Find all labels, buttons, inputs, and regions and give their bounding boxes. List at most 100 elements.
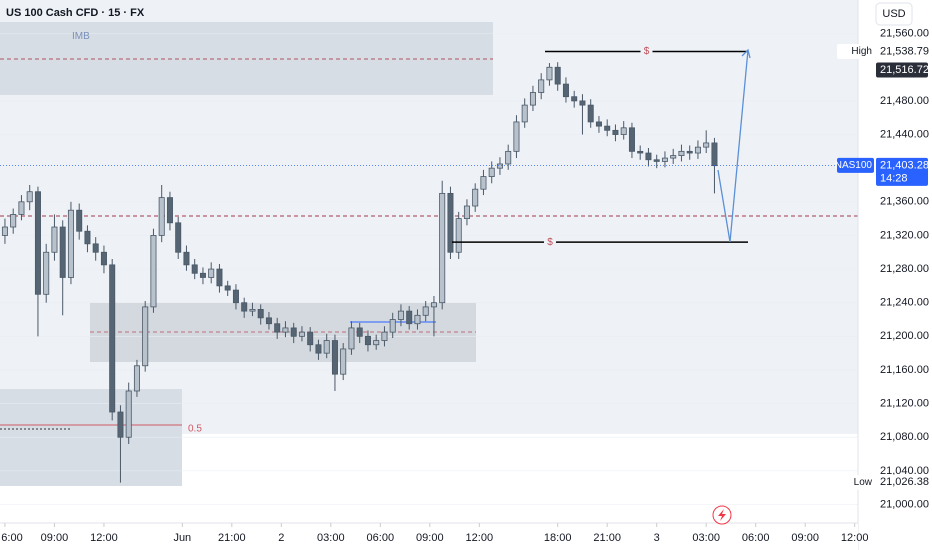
candle-body [241,302,248,312]
price-marker-label: 21,538.79 [880,45,929,57]
candle-body [439,192,446,304]
candle-body [191,264,198,274]
candle-body [571,96,578,102]
candle-body [59,226,66,278]
candle-body [587,104,594,123]
x-tick-label: 21:00 [593,532,621,544]
liquidity-label: $ [547,237,553,248]
annotation: 0.5 [188,423,202,434]
candle-body [348,327,355,350]
x-tick-label: 03:00 [317,532,345,544]
candle-body [274,323,281,333]
x-tick-label: 06:00 [742,532,770,544]
marker-name-bg [837,474,874,490]
candle-body [414,314,421,325]
candle-body [26,191,33,203]
candle-body [488,167,495,177]
x-tick-label: Jun [173,532,191,544]
candle-body [43,251,50,295]
candle-body [579,100,586,106]
candle-body [100,251,107,266]
candle-body [562,83,569,98]
y-tick-label: 21,000.00 [880,498,929,510]
price-marker [876,474,928,490]
candle-body [331,340,338,375]
candle-body [158,197,165,236]
x-tick-label: 09:00 [416,532,444,544]
price-marker [876,43,928,59]
candle-body [67,209,74,278]
candle-body [175,222,182,253]
price-axis [858,0,932,550]
x-tick-label: 09:00 [41,532,69,544]
candle-body [620,127,627,135]
candles [1,62,718,483]
y-tick-label: 21,360.00 [880,196,929,208]
y-tick-label: 21,200.00 [880,330,929,342]
candle-body [628,127,635,152]
marker-name-bg [837,43,874,59]
y-tick-label: 21,480.00 [880,95,929,107]
x-tick-label: 12:00 [90,532,118,544]
marker-name-bg [837,157,874,173]
x-tick-label: 03:00 [692,532,720,544]
annotation: IMB [72,31,90,42]
candle-body [554,66,561,85]
candle-body [340,348,347,375]
candle-body [183,251,190,266]
candle-body [166,197,173,224]
candle-body [637,150,644,154]
candle-body [290,327,297,337]
candle-body [595,121,602,127]
candle-body [199,272,206,278]
liquidity-label: $ [644,46,650,57]
candle-body [661,157,668,162]
candle-body [356,327,363,337]
candle-body [430,302,437,308]
candle-body [216,268,223,287]
candle-body [496,163,503,169]
countdown: 14:28 [880,172,908,184]
marker-name: High [851,46,872,57]
candle-body [125,390,132,438]
candle-body [447,192,454,253]
candle-body [686,150,693,154]
candle-body [653,159,660,162]
candle-body [389,319,396,333]
candle-body [612,129,619,135]
price-marker [876,157,928,186]
x-tick-label: 06:00 [367,532,395,544]
candle-body [505,150,512,165]
y-tick-label: 21,160.00 [880,364,929,376]
marker-name: NAS100 [835,160,873,171]
candle-body [546,66,553,81]
candle-body [232,289,239,304]
projection-arrow [717,49,749,243]
currency-button[interactable] [875,2,913,26]
y-tick-label: 21,560.00 [880,28,929,40]
x-tick-label: 18:00 [544,532,572,544]
candle-body [307,331,314,346]
candle-body [1,226,8,236]
y-tick-label: 21,440.00 [880,128,929,140]
time-axis [0,523,858,550]
alert-bolt [718,509,726,521]
candle-body [513,121,520,152]
candle-body [472,188,479,207]
candle-body [422,306,429,316]
candle-body [397,310,404,320]
candle-body [142,306,149,367]
x-tick-label: 21:00 [218,532,246,544]
x-tick-label: 12:00 [466,532,494,544]
candle-body [670,155,677,159]
candle-body [463,205,470,220]
candle-body [117,411,124,438]
candle-body [694,146,701,154]
price-marker-label: 21,026.38 [880,476,929,488]
currency: USD [882,8,905,20]
candle-body [455,218,462,253]
candle-body [265,317,272,325]
candle-body [298,331,305,337]
candle-body [249,309,256,312]
candle-body [92,243,99,253]
